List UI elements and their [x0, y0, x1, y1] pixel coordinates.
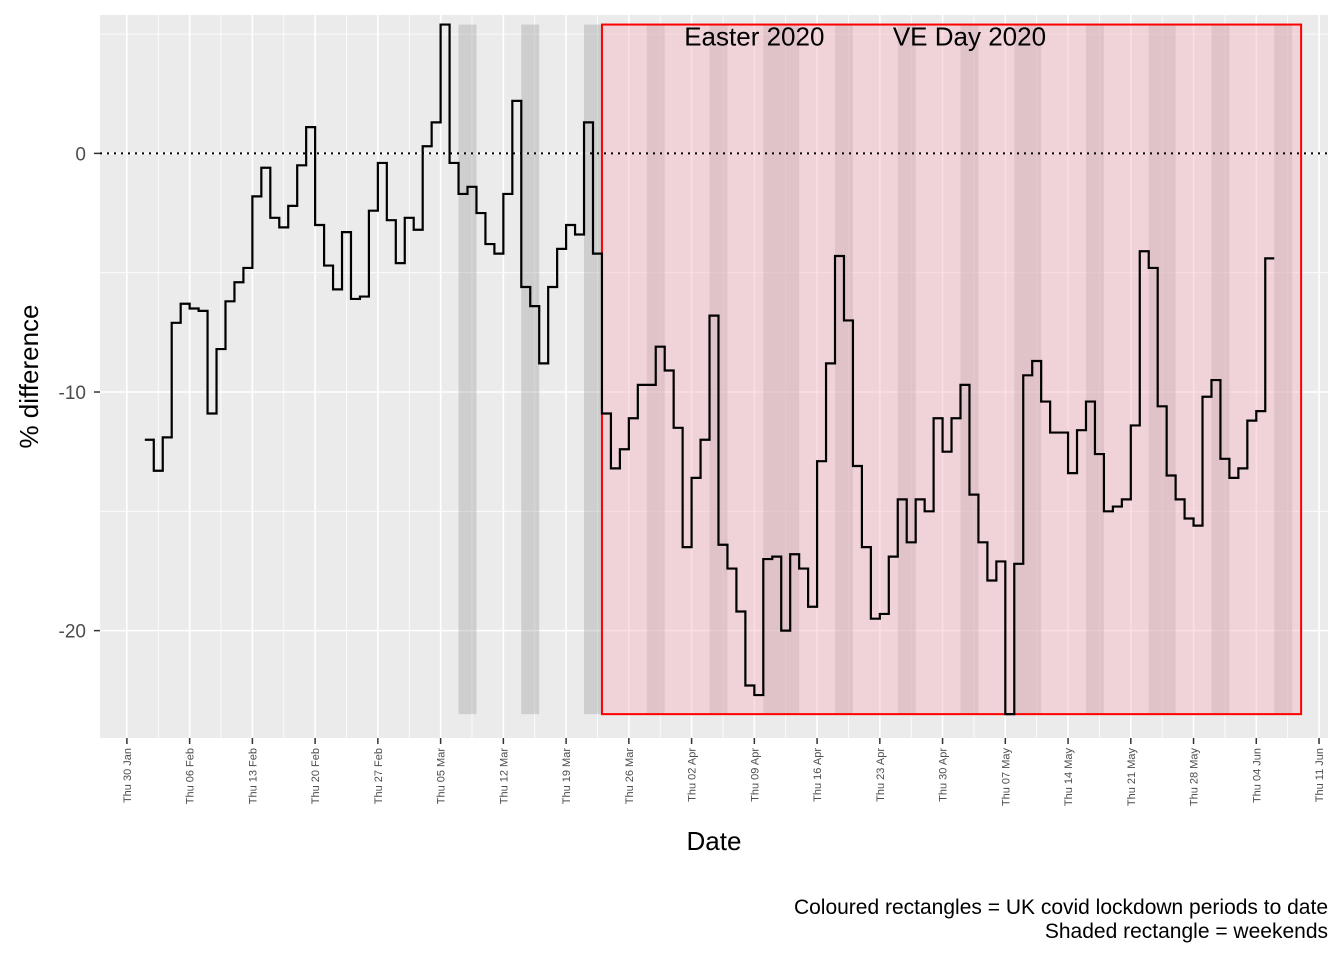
lockdown-rect	[600, 23, 1303, 716]
x-tick-label: Thu 19 Mar	[561, 748, 573, 805]
series-line	[144, 23, 1275, 716]
y-tick-label: 0	[75, 144, 86, 165]
weekend-shade	[584, 24, 602, 715]
x-tick-label: Thu 07 May	[1000, 748, 1012, 807]
x-tick-label: Thu 04 Jun	[1251, 748, 1263, 803]
x-tick-label: Thu 26 Mar	[624, 748, 636, 805]
weekend-shade	[960, 24, 979, 715]
y-axis-title: % difference	[14, 304, 44, 448]
x-tick-label: Thu 05 Mar	[436, 748, 448, 805]
x-tick-label: Thu 11 Jun	[1314, 748, 1326, 802]
weekend-shade	[521, 24, 540, 715]
caption-lockdown: Coloured rectangles = UK covid lockdown …	[793, 896, 1328, 919]
x-tick-label: Thu 20 Feb	[310, 748, 322, 804]
x-tick-label: Thu 21 May	[1126, 748, 1138, 807]
y-tick-label: -10	[59, 383, 86, 404]
weekend-shade	[835, 24, 853, 715]
caption-weekends: Shaded rectangle = weekends	[1044, 920, 1328, 943]
x-tick-label: Thu 27 Feb	[373, 748, 385, 804]
annotation: Easter 2020	[684, 21, 824, 51]
x-tick-label: Thu 09 Apr	[749, 748, 761, 802]
x-tick-label: Thu 12 Mar	[498, 748, 510, 805]
plot-panel	[100, 15, 1328, 738]
x-tick-label: Thu 30 Apr	[938, 748, 950, 802]
weekend-shade	[1085, 24, 1104, 715]
x-tick-label: Thu 23 Apr	[875, 748, 887, 802]
y-tick-label: -20	[59, 622, 86, 643]
weekend-shade	[1211, 24, 1230, 715]
x-tick-label: Thu 16 Apr	[812, 748, 824, 802]
weekend-shade	[1148, 24, 1176, 715]
weekend-shade	[458, 24, 477, 715]
x-tick-label: Thu 28 May	[1189, 748, 1201, 807]
x-tick-label: Thu 14 May	[1063, 748, 1075, 807]
x-tick-label: Thu 30 Jan	[122, 748, 134, 803]
x-tick-label: Thu 13 Feb	[247, 748, 259, 804]
x-tick-label: Thu 02 Apr	[687, 748, 699, 802]
weekend-shade	[1274, 24, 1293, 715]
x-axis-title: Date	[687, 826, 742, 856]
weekend-shade	[1014, 24, 1042, 715]
annotation: VE Day 2020	[893, 21, 1046, 51]
x-tick-label: Thu 06 Feb	[185, 748, 197, 804]
